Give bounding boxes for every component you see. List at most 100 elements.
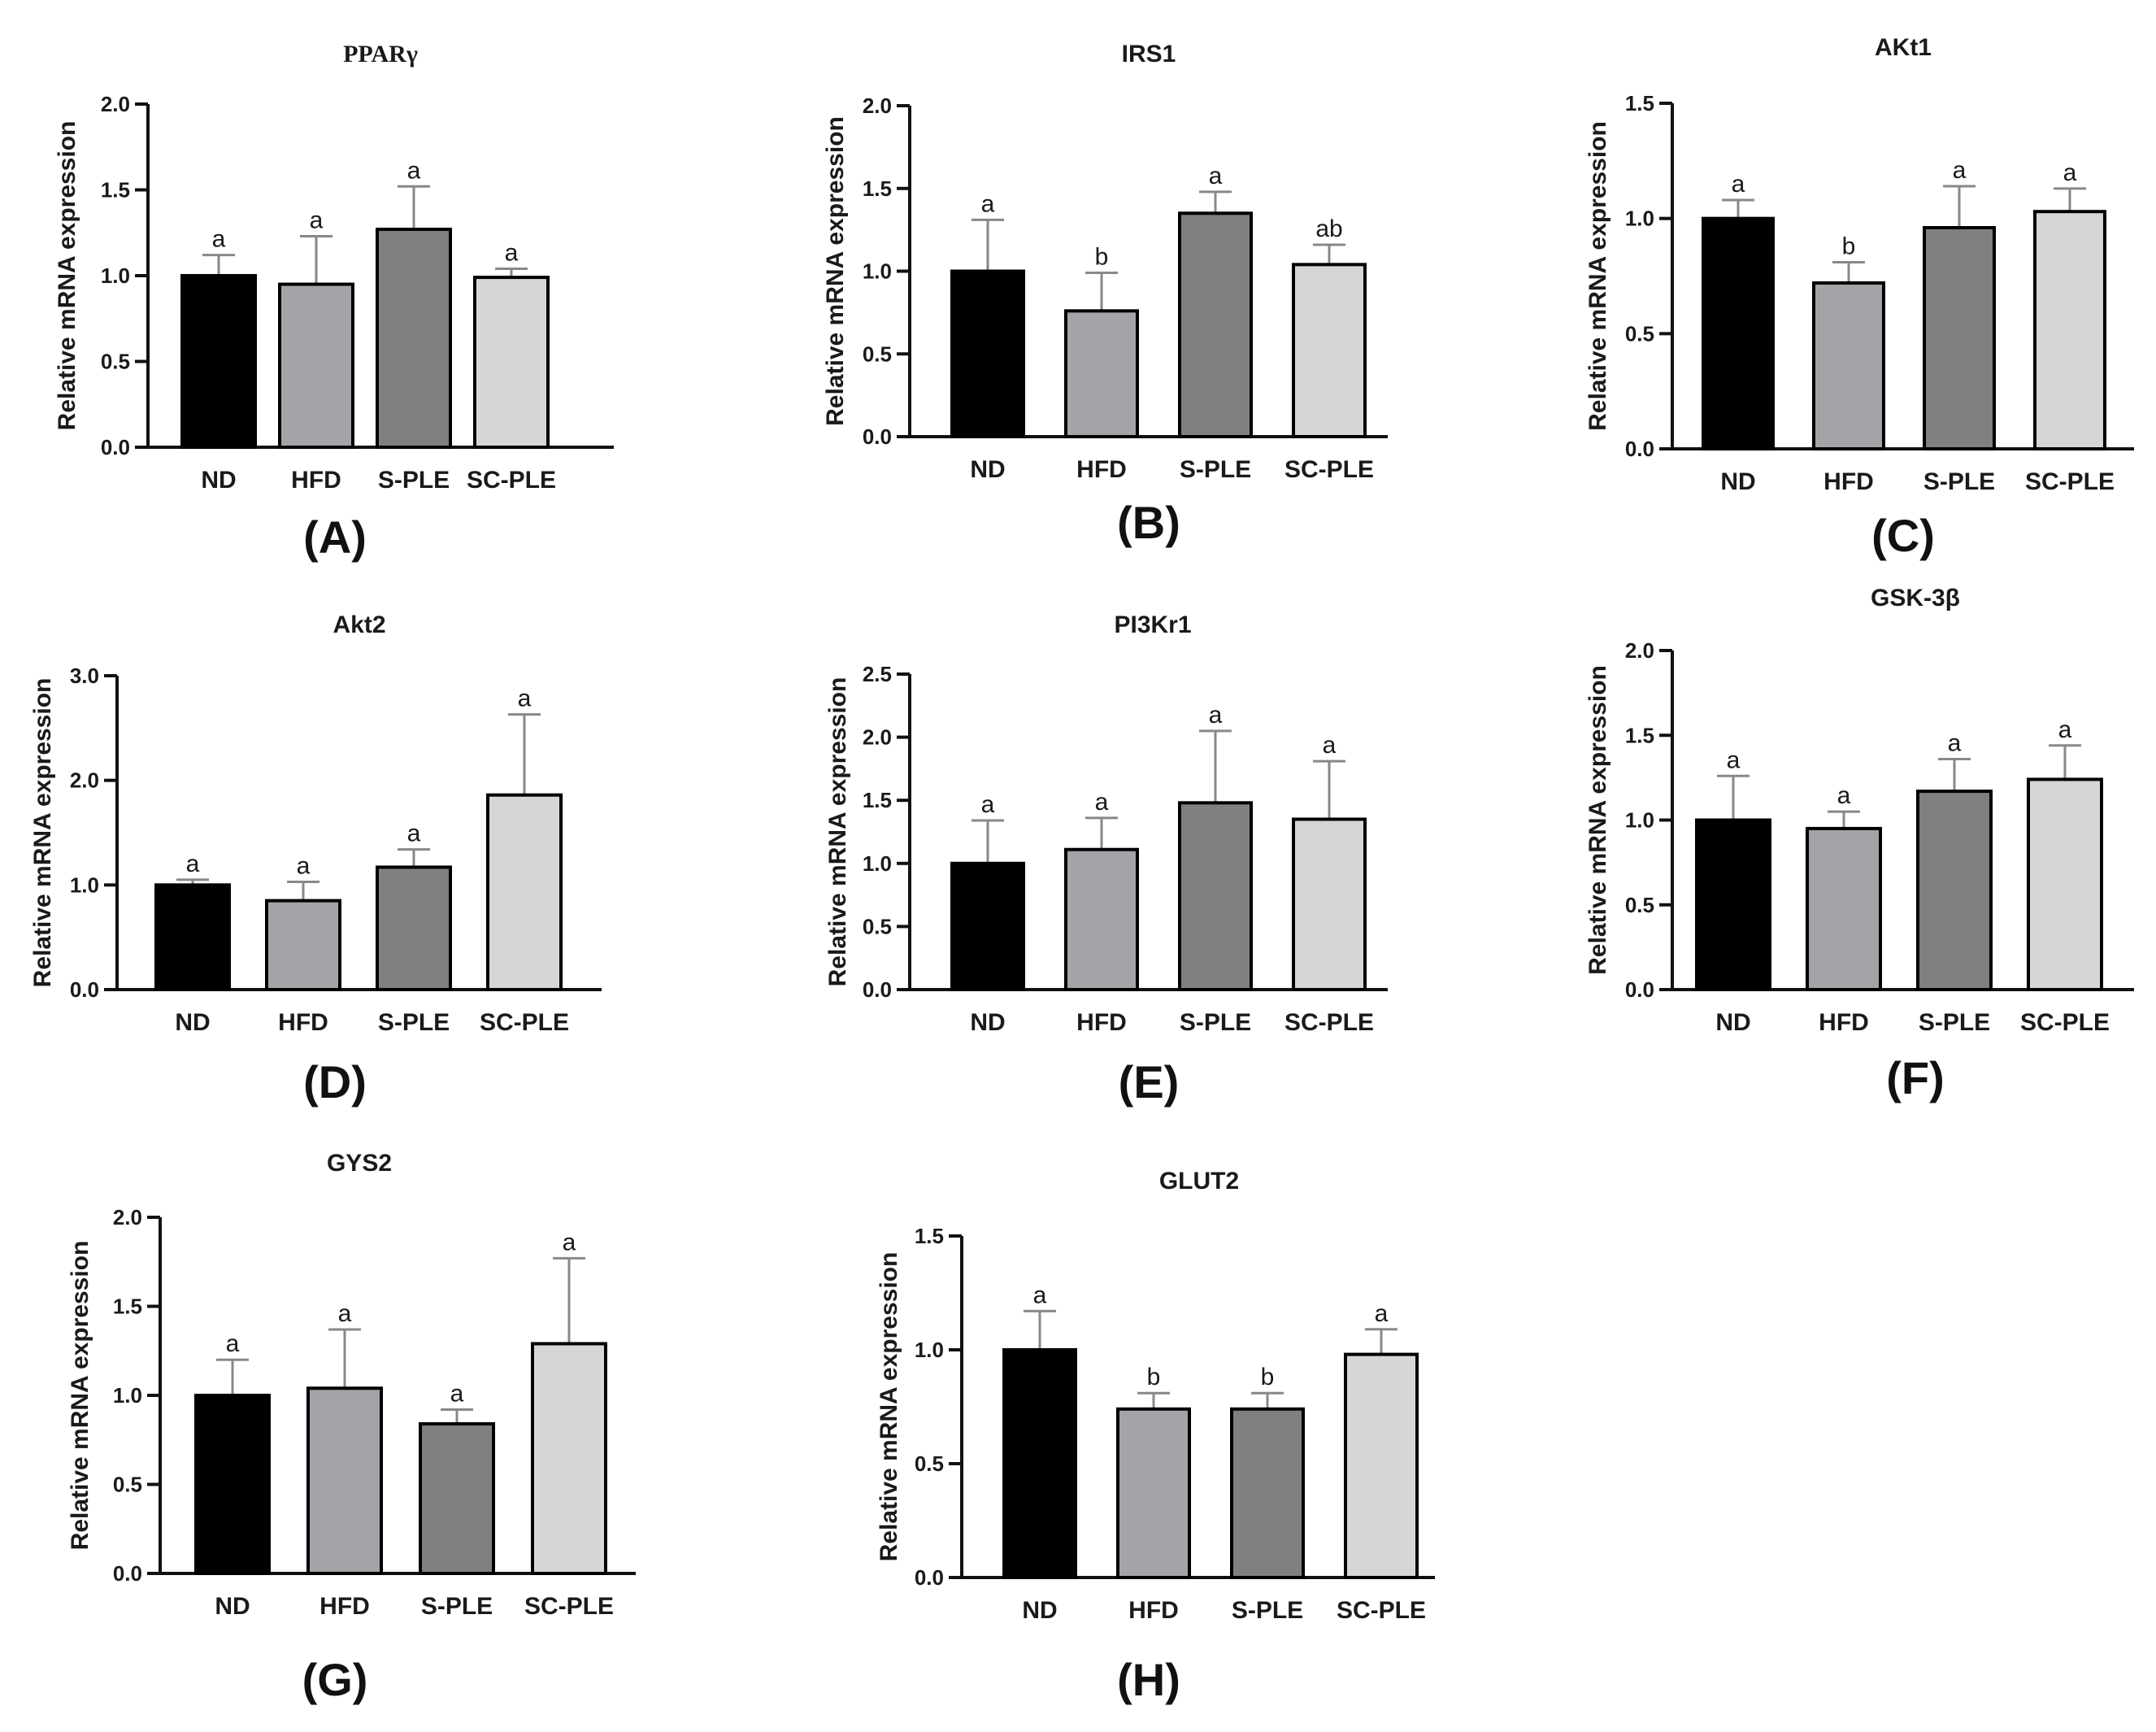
bar-hfd: [1812, 281, 1885, 450]
y-tick-label: 1.5: [915, 1224, 944, 1248]
category-label: ND: [1022, 1597, 1057, 1624]
y-tick-label: 2.5: [863, 662, 892, 686]
category-label: S-PLE: [1180, 456, 1251, 483]
chart-title: GSK-3β: [1871, 585, 1960, 611]
significance-label: a: [1727, 746, 1741, 773]
y-tick-label: 2.0: [101, 92, 130, 116]
category-label: SC-PLE: [1284, 1009, 1374, 1036]
y-tick-label: 0.5: [1625, 321, 1654, 346]
y-tick-label: 0.5: [863, 342, 892, 366]
significance-label: a: [297, 852, 311, 879]
y-tick-label: 1.0: [1625, 207, 1654, 231]
significance-label: b: [1147, 1364, 1161, 1390]
y-tick-label: 1.5: [863, 176, 892, 201]
bar-sc-ple: [2027, 777, 2103, 992]
significance-label: b: [1261, 1364, 1275, 1390]
significance-label: a: [1375, 1300, 1389, 1327]
y-axis-label: Relative mRNA expression: [822, 116, 849, 426]
category-label: S-PLE: [1180, 1009, 1251, 1036]
panel-letter: (E): [1119, 1056, 1180, 1108]
bar-nd: [1695, 818, 1771, 991]
y-axis-label: Relative mRNA expression: [1584, 665, 1611, 975]
chart-panel: PI3Kr1 0.0 0.5 1.0 1.5 2.0 2.5 Relative mRNA ex…: [824, 611, 1388, 1108]
y-axis-label: Relative mRNA expression: [1584, 121, 1611, 431]
significance-label: a: [1323, 732, 1337, 759]
category-label: S-PLE: [421, 1593, 493, 1620]
y-tick-label: 0.0: [70, 977, 99, 1002]
significance-label: a: [1837, 782, 1851, 809]
significance-label: a: [186, 851, 200, 877]
y-tick-label: 0.5: [915, 1451, 944, 1476]
y-tick-label: 1.5: [1625, 91, 1654, 115]
significance-label: a: [505, 240, 519, 267]
y-tick-label: 0.0: [101, 435, 130, 459]
y-tick-label: 0.5: [113, 1473, 142, 1497]
bar-nd: [194, 1394, 271, 1575]
significance-label: a: [1095, 789, 1109, 816]
bar-sc-ple: [1344, 1352, 1419, 1579]
chart-panel: IRS1 0.0 0.5 1.0 1.5 2.0 Relative mRNA express…: [822, 41, 1388, 548]
bar-s-ple: [376, 228, 452, 449]
chart-panel: GSK-3β 0.0 0.5 1.0 1.5 2.0 Relative mRNA expre…: [1584, 585, 2134, 1103]
significance-label: a: [226, 1330, 240, 1357]
y-tick-label: 1.5: [101, 178, 130, 202]
bar-sc-ple: [473, 276, 550, 449]
category-label: HFD: [1076, 456, 1127, 483]
category-label: HFD: [1819, 1009, 1869, 1036]
category-label: HFD: [1076, 1009, 1127, 1036]
category-label: SC-PLE: [480, 1009, 569, 1036]
chart-panel: GYS2 0.0 0.5 1.0 1.5 2.0 Relative mRNA express…: [67, 1150, 636, 1705]
bar-s-ple: [419, 1422, 495, 1576]
bar-nd: [1002, 1348, 1077, 1579]
panel-letter: (C): [1871, 510, 1935, 561]
y-tick-label: 0.0: [1625, 977, 1654, 1002]
y-tick-label: 0.0: [1625, 437, 1654, 461]
y-tick-label: 0.5: [101, 350, 130, 374]
chart-panel: Akt2 0.0 1.0 2.0 3.0 Relative mRNA expression…: [29, 611, 602, 1108]
bar-nd: [950, 861, 1025, 992]
category-label: S-PLE: [1923, 468, 1995, 495]
y-tick-label: 1.0: [70, 873, 99, 897]
panel-letter: (F): [1886, 1052, 1945, 1103]
chart-title: PPARγ: [343, 41, 418, 67]
y-tick-label: 3.0: [70, 664, 99, 688]
category-label: ND: [970, 1009, 1005, 1036]
category-label: S-PLE: [378, 1009, 450, 1036]
bar-sc-ple: [1292, 263, 1367, 438]
significance-label: a: [518, 685, 532, 712]
y-tick-label: 0.0: [863, 977, 892, 1002]
chart-title: GYS2: [327, 1150, 392, 1177]
y-tick-label: 1.0: [113, 1383, 142, 1408]
category-label: SC-PLE: [467, 467, 556, 494]
bar-nd: [950, 269, 1025, 438]
bar-s-ple: [1230, 1407, 1305, 1580]
significance-label: a: [981, 190, 995, 217]
y-tick-label: 0.0: [863, 424, 892, 449]
category-label: ND: [1715, 1009, 1750, 1036]
category-label: SC-PLE: [1284, 456, 1374, 483]
bar-hfd: [1064, 847, 1139, 992]
chart-panel: GLUT2 0.0 0.5 1.0 1.5 Relative mRNA expressio…: [876, 1168, 1435, 1705]
y-tick-label: 0.5: [1625, 893, 1654, 917]
bar-nd: [154, 883, 231, 992]
chart-title: GLUT2: [1159, 1168, 1239, 1195]
y-tick-label: 1.0: [915, 1338, 944, 1362]
significance-label: a: [981, 791, 995, 818]
category-label: S-PLE: [378, 467, 450, 494]
significance-label: a: [1209, 163, 1223, 189]
bar-s-ple: [1178, 801, 1253, 992]
bar-nd: [180, 274, 257, 449]
y-tick-label: 2.0: [113, 1205, 142, 1229]
y-tick-label: 1.0: [1625, 808, 1654, 833]
bar-s-ple: [376, 865, 452, 991]
bar-hfd: [278, 282, 354, 449]
bar-sc-ple: [2033, 210, 2106, 450]
y-axis-label: Relative mRNA expression: [876, 1252, 902, 1562]
bar-hfd: [1116, 1407, 1191, 1580]
significance-label: a: [2058, 716, 2072, 743]
panel-letter: (A): [303, 511, 367, 563]
bar-hfd: [306, 1386, 383, 1575]
category-label: S-PLE: [1232, 1597, 1303, 1624]
category-label: ND: [175, 1009, 210, 1036]
